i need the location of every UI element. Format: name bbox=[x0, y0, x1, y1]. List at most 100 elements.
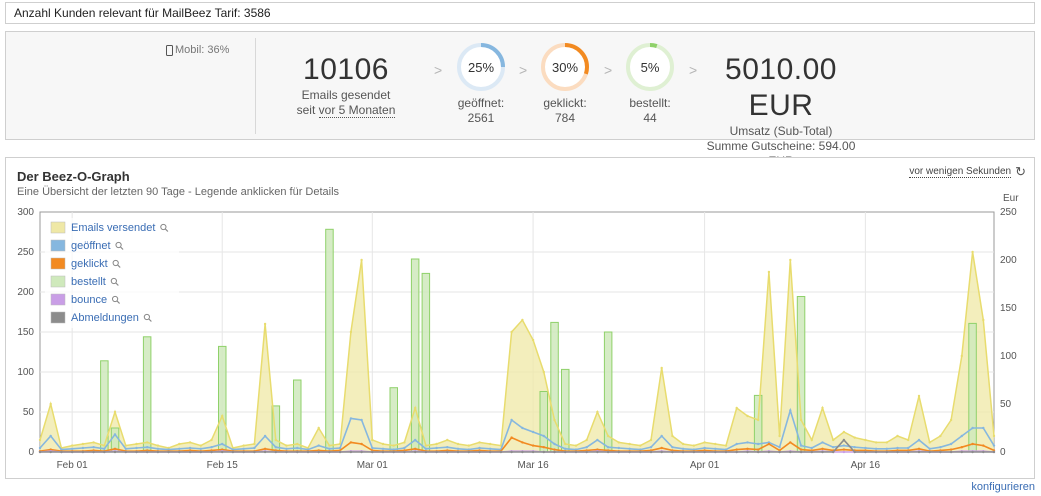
data-point bbox=[178, 447, 181, 450]
legend-label-4[interactable]: bounce bbox=[71, 294, 107, 306]
legend-label-0[interactable]: Emails versendet bbox=[71, 222, 155, 234]
data-point bbox=[188, 446, 192, 450]
data-point bbox=[789, 450, 792, 454]
data-point bbox=[371, 438, 374, 442]
data-point bbox=[799, 448, 803, 451]
opened-stat: 25% geöffnet: 2561 bbox=[441, 41, 521, 126]
data-point bbox=[381, 447, 385, 450]
data-point bbox=[789, 441, 792, 444]
legend-label-3[interactable]: bestellt bbox=[71, 276, 106, 288]
bar-bestellt bbox=[550, 321, 559, 453]
data-point bbox=[542, 446, 545, 449]
data-point bbox=[467, 450, 470, 454]
legend-label-5[interactable]: Abmeldungen bbox=[71, 312, 139, 324]
data-point bbox=[746, 447, 749, 450]
graph-title: Der Beez-O-Graph bbox=[17, 169, 130, 184]
since-prefix: seit bbox=[296, 103, 316, 117]
data-point bbox=[349, 441, 353, 444]
series-area-emails bbox=[40, 252, 994, 452]
data-point bbox=[328, 444, 331, 447]
data-point bbox=[564, 442, 567, 446]
data-point bbox=[381, 450, 385, 454]
bar-bestellt bbox=[410, 258, 420, 453]
data-point bbox=[789, 409, 792, 412]
data-point bbox=[917, 447, 921, 450]
data-point bbox=[735, 442, 738, 446]
y-right-tick-label: 200 bbox=[1000, 255, 1017, 266]
data-point bbox=[274, 450, 277, 454]
data-point bbox=[810, 450, 813, 454]
zoom-icon bbox=[110, 277, 117, 285]
data-point bbox=[521, 318, 524, 322]
data-point bbox=[81, 442, 85, 446]
data-point bbox=[188, 441, 192, 444]
data-point bbox=[874, 447, 878, 450]
data-point bbox=[606, 450, 610, 454]
data-point bbox=[167, 450, 170, 454]
data-point bbox=[349, 450, 353, 454]
data-point bbox=[446, 438, 449, 442]
series-line-1 bbox=[39, 407, 995, 451]
data-point bbox=[221, 414, 224, 418]
y-left-tick-label: 100 bbox=[17, 367, 34, 378]
data-point bbox=[253, 450, 256, 454]
data-point bbox=[971, 442, 974, 446]
data-point bbox=[263, 322, 267, 326]
data-point bbox=[757, 442, 760, 446]
data-point bbox=[703, 450, 706, 454]
data-point bbox=[960, 354, 963, 358]
data-point bbox=[521, 450, 524, 454]
data-point bbox=[949, 442, 953, 446]
data-point bbox=[71, 447, 74, 450]
legend-label-1[interactable]: geöffnet bbox=[71, 240, 111, 252]
data-point bbox=[842, 438, 846, 442]
revenue-amount: 5010.00 EUR bbox=[725, 53, 837, 122]
data-point bbox=[982, 444, 985, 447]
clicked-count: 784 bbox=[554, 111, 576, 125]
refresh-time-link[interactable]: vor wenigen Sekunden bbox=[909, 166, 1012, 178]
graph-refresh[interactable]: vor wenigen Sekunden ↻ bbox=[909, 164, 1026, 180]
y-left-tick-label: 250 bbox=[17, 247, 34, 258]
data-point bbox=[971, 426, 974, 430]
y-right-tick-label: 100 bbox=[1000, 351, 1017, 362]
revenue-stat: 5010.00 EUR Umsatz (Sub-Total) Summe Gut… bbox=[696, 52, 866, 169]
data-point bbox=[885, 447, 888, 450]
bar-bestellt bbox=[389, 387, 398, 453]
zoom-icon-handle bbox=[116, 300, 121, 304]
data-point bbox=[939, 434, 942, 438]
data-point bbox=[146, 450, 149, 454]
data-point bbox=[38, 438, 42, 442]
data-point bbox=[467, 444, 470, 447]
data-point bbox=[971, 450, 974, 454]
data-point bbox=[49, 434, 52, 438]
legend-label-2[interactable]: geklickt bbox=[71, 258, 108, 270]
data-point bbox=[949, 450, 953, 454]
data-point bbox=[499, 450, 503, 454]
data-point bbox=[714, 447, 717, 450]
data-point bbox=[92, 441, 95, 444]
data-point bbox=[328, 450, 331, 454]
data-point bbox=[928, 441, 931, 444]
data-point bbox=[221, 450, 224, 454]
data-point bbox=[757, 418, 760, 422]
data-point bbox=[928, 447, 931, 450]
data-point bbox=[338, 450, 342, 454]
data-point bbox=[757, 450, 760, 454]
refresh-icon[interactable]: ↻ bbox=[1015, 164, 1026, 179]
data-point bbox=[767, 270, 771, 274]
x-tick-label: Apr 01 bbox=[690, 460, 720, 471]
y-right-axis-title: Eur bbox=[1003, 193, 1019, 204]
data-point bbox=[178, 442, 181, 446]
data-point bbox=[778, 450, 781, 454]
data-point bbox=[81, 446, 85, 450]
configure-link[interactable]: konfigurieren bbox=[971, 481, 1035, 493]
since-link[interactable]: vor 5 Monaten bbox=[318, 103, 396, 118]
data-point bbox=[982, 318, 985, 322]
data-point bbox=[435, 450, 438, 454]
data-point bbox=[735, 448, 738, 451]
data-point bbox=[617, 441, 620, 444]
data-point bbox=[296, 446, 299, 450]
data-point bbox=[531, 338, 535, 342]
data-point bbox=[414, 447, 417, 450]
data-point bbox=[757, 448, 760, 451]
